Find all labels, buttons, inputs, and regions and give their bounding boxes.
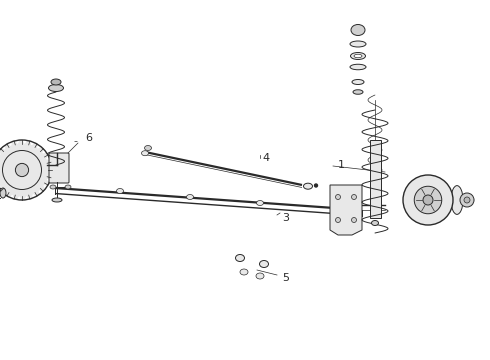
Circle shape (314, 183, 318, 188)
FancyBboxPatch shape (49, 153, 69, 183)
Ellipse shape (303, 183, 313, 189)
Ellipse shape (256, 201, 264, 206)
Circle shape (336, 194, 341, 199)
Text: 5: 5 (282, 273, 289, 283)
Ellipse shape (187, 194, 194, 199)
Text: 4: 4 (262, 153, 269, 163)
Ellipse shape (50, 185, 56, 189)
Circle shape (15, 163, 28, 177)
Circle shape (464, 197, 470, 203)
Text: 2: 2 (460, 197, 467, 207)
Ellipse shape (49, 85, 64, 91)
Circle shape (351, 194, 357, 199)
Circle shape (403, 175, 453, 225)
Text: 1: 1 (338, 160, 345, 170)
Ellipse shape (260, 261, 269, 267)
Ellipse shape (352, 80, 364, 85)
Polygon shape (330, 185, 362, 235)
Ellipse shape (353, 90, 363, 94)
Bar (369, 140, 381, 218)
Text: 6: 6 (85, 133, 92, 143)
Ellipse shape (52, 198, 62, 202)
Circle shape (423, 195, 433, 205)
Ellipse shape (451, 186, 463, 214)
Ellipse shape (0, 188, 6, 198)
Ellipse shape (145, 145, 151, 150)
Circle shape (2, 150, 42, 189)
Ellipse shape (371, 220, 378, 225)
Ellipse shape (351, 24, 365, 36)
Text: 3: 3 (282, 213, 289, 223)
Ellipse shape (65, 185, 71, 189)
Ellipse shape (350, 53, 366, 59)
Circle shape (414, 186, 442, 214)
Circle shape (351, 217, 357, 222)
Polygon shape (0, 140, 52, 200)
Ellipse shape (354, 54, 362, 58)
Ellipse shape (350, 41, 366, 47)
Ellipse shape (236, 255, 245, 261)
Ellipse shape (350, 64, 366, 70)
Circle shape (460, 193, 474, 207)
Ellipse shape (256, 273, 264, 279)
Circle shape (336, 217, 341, 222)
Ellipse shape (117, 189, 123, 194)
Ellipse shape (240, 269, 248, 275)
Ellipse shape (51, 79, 61, 85)
Ellipse shape (142, 151, 148, 156)
